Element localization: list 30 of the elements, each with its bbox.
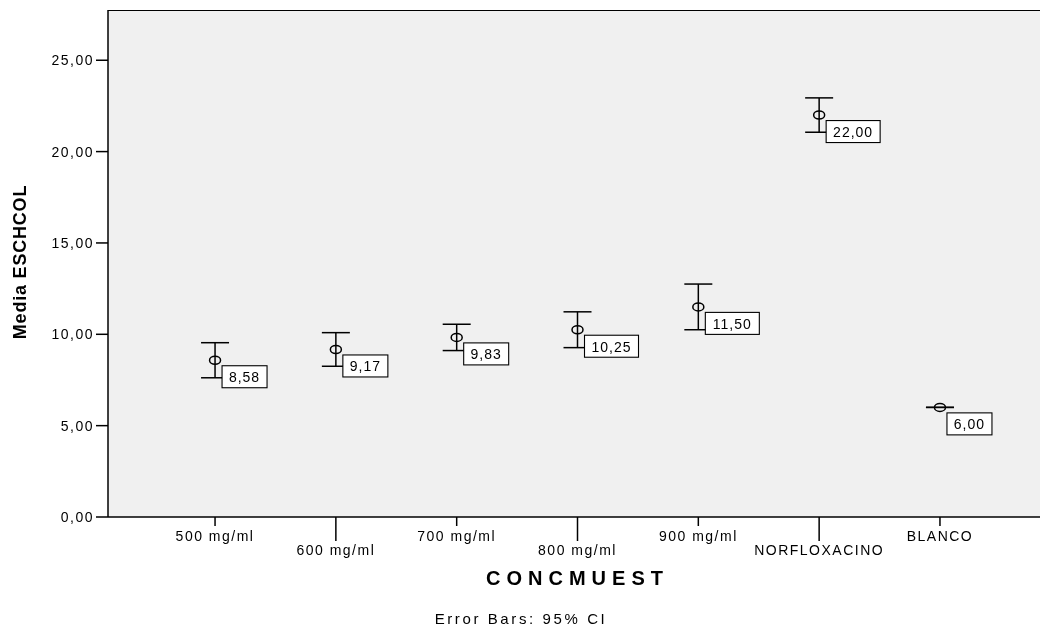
y-tick-label: 0,00 — [60, 508, 94, 525]
point — [692, 302, 705, 312]
x-tick-label: 700 mg/ml — [417, 528, 497, 544]
data-label: 10,25 — [591, 338, 632, 355]
point — [329, 344, 343, 355]
data-label: 9,17 — [349, 358, 381, 375]
y-tick-label: 15,00 — [51, 234, 94, 251]
x-tick-label: 500 mg/ml — [175, 528, 255, 544]
y-tick-label: 5,00 — [60, 417, 94, 434]
y-tick-label: 25,00 — [51, 52, 94, 69]
data-label: 22,00 — [833, 124, 874, 141]
data-label: 6,00 — [953, 416, 986, 433]
point — [812, 110, 826, 120]
x-tick-label: NORFLOXACINO — [754, 542, 885, 558]
y-tick-label: 20,00 — [51, 143, 94, 160]
point — [208, 355, 222, 365]
y-tick-label: 10,00 — [51, 326, 94, 343]
point — [450, 332, 463, 343]
x-tick-label: 800 mg/ml — [538, 542, 617, 558]
text: Error Bars: 95% CI — [434, 609, 608, 628]
data-label: 9,83 — [470, 346, 502, 363]
point — [933, 402, 947, 413]
data-label: 11,50 — [712, 315, 752, 332]
data-label: 8,58 — [228, 369, 261, 386]
y-axis-title: Media ESCHCOL — [10, 184, 31, 340]
x-tick-label: BLANCO — [906, 528, 974, 544]
x-tick-label: 600 mg/ml — [296, 542, 376, 558]
x-tick-label: 900 mg/ml — [658, 528, 738, 544]
x-axis-title: CONCMUEST — [486, 567, 669, 589]
point — [571, 324, 584, 335]
